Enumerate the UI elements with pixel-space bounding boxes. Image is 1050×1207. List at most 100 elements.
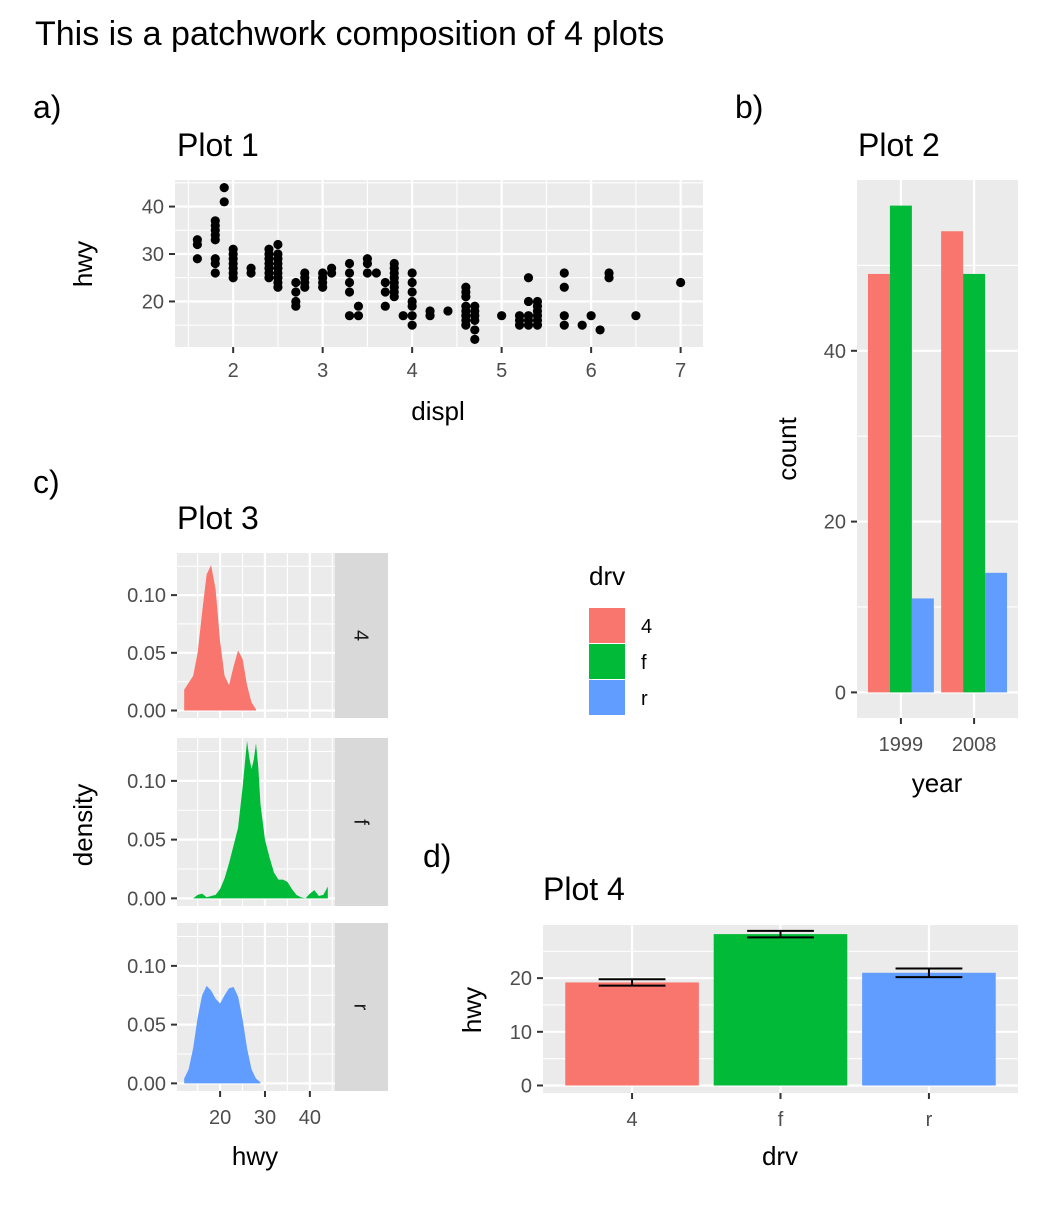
- plot-1-x-tick-label: 6: [586, 360, 597, 382]
- plot-1-point: [380, 287, 390, 297]
- plot-1-point: [344, 258, 355, 269]
- plot-2-x-tick-label: 2008: [952, 734, 997, 756]
- plot-1-x-tick-label: 2: [228, 360, 239, 382]
- plot-1-point: [559, 311, 569, 321]
- plot-1-tag: a): [33, 89, 61, 125]
- plot-3-density-area-f: [193, 740, 328, 899]
- plot-1-point: [264, 273, 274, 283]
- plot-1-point: [210, 268, 220, 278]
- plot-1-point: [219, 182, 229, 193]
- plot-1-point: [344, 311, 355, 321]
- plot-1-point: [380, 301, 390, 311]
- plot-4-bar-f: [713, 934, 848, 1086]
- plot-4-y-label: hwy: [457, 987, 487, 1033]
- plot-2-bar-4: [941, 231, 964, 693]
- plot-1-point: [407, 277, 417, 288]
- plot-1-point: [362, 268, 373, 278]
- plot-1-point: [219, 197, 229, 207]
- legend-label-4: 4: [641, 616, 652, 638]
- plot-2-x-label: year: [912, 768, 963, 798]
- plot-1-point: [353, 301, 364, 311]
- plot-1-y-tick-label: 40: [142, 197, 164, 219]
- plot-3-x-tick-label: 40: [299, 1107, 321, 1129]
- plot-4-title: Plot 4: [543, 871, 625, 907]
- plot-1-point: [407, 311, 417, 321]
- plot-4-y-tick-label: 10: [510, 1022, 532, 1044]
- plot-1-point: [210, 225, 220, 235]
- plot-1-point: [327, 268, 337, 278]
- plot-4-x-label: drv: [762, 1141, 798, 1171]
- plot-3-x-label: hwy: [232, 1141, 278, 1171]
- plot-1-point: [398, 311, 408, 321]
- plot-4: d) Plot 4 drv hwy 0 10 20 4 f r: [423, 838, 1018, 1171]
- plot-3-density-area-4: [184, 565, 256, 711]
- legend-key-r: [589, 680, 625, 715]
- plot-1-point: [470, 325, 480, 335]
- plot-1-point: [559, 320, 569, 330]
- plot-1-point: [344, 287, 355, 297]
- plot-2-y-tick-label: 20: [824, 512, 846, 534]
- plot-3-x-tick-label: 30: [254, 1107, 276, 1129]
- plot-1-point: [407, 268, 417, 278]
- plot-1-point: [497, 311, 507, 321]
- plot-1-y-tick-label: 30: [142, 244, 164, 266]
- plot-3-y-tick-label: 0.00: [127, 1073, 166, 1095]
- plot-3-y-tick-label: 0.10: [127, 585, 166, 607]
- plot-1-point: [470, 315, 480, 326]
- plot-3-strip: [335, 738, 388, 906]
- plot-4-bar-4: [565, 982, 699, 1086]
- plot-1: a) Plot 1 displ hwy 2 3 4 5 6 7 20 30 40: [33, 89, 703, 426]
- plot-3-y-tick-label: 0.00: [127, 888, 166, 910]
- plot-3-x-tick-label: 20: [209, 1107, 231, 1129]
- plot-1-point: [291, 287, 301, 297]
- plot-4-y-tick-label: 0: [521, 1075, 532, 1097]
- legend-key-4: [589, 608, 625, 643]
- plot-1-point: [559, 268, 569, 278]
- plot-1-point: [523, 296, 534, 307]
- plot-1-point: [461, 292, 471, 302]
- plot-1-point: [389, 292, 399, 302]
- plot-4-tag: d): [423, 838, 451, 874]
- plot-2-bar-4: [867, 273, 890, 693]
- plot-3-tag: c): [33, 464, 60, 500]
- plot-1-point: [514, 320, 525, 330]
- legend: drv 4 fr: [589, 561, 652, 715]
- plot-1-y-tick-label: 20: [142, 291, 164, 313]
- plot-1-point: [210, 216, 220, 226]
- plot-1-point: [595, 325, 605, 335]
- plot-1-x-label: displ: [411, 396, 464, 426]
- plot-1-point: [470, 334, 480, 345]
- plot-2-tag: b): [735, 89, 763, 125]
- plot-2-title: Plot 2: [858, 127, 940, 163]
- plot-1-point: [210, 258, 220, 269]
- plot-3: c) Plot 3 hwy density 4 0.00 0.05 0.10 f 0.00…: [33, 464, 388, 1171]
- plot-1-point: [300, 282, 310, 292]
- plot-1-point: [228, 273, 238, 283]
- plot-1-point: [344, 268, 355, 278]
- plot-3-strip-label: 4: [350, 630, 372, 641]
- plot-3-y-tick-label: 0.05: [127, 830, 166, 852]
- legend-label-f: f: [641, 652, 647, 674]
- plot-3-y-tick-label: 0.05: [127, 1015, 166, 1037]
- plot-3-y-tick-label: 0.10: [127, 956, 166, 978]
- plot-3-title: Plot 3: [177, 500, 259, 536]
- plot-1-point: [344, 277, 355, 288]
- plot-1-point: [559, 282, 569, 292]
- plot-1-title: Plot 1: [177, 127, 259, 163]
- plot-4-x-tick-label: f: [778, 1109, 784, 1131]
- plot-1-x-tick-label: 7: [675, 360, 686, 382]
- plot-1-point: [586, 311, 596, 321]
- plot-4-x-tick-label: r: [926, 1109, 933, 1131]
- plot-4-x-tick-label: 4: [627, 1109, 638, 1131]
- plot-1-point: [362, 258, 373, 269]
- plot-1-panel: [175, 180, 703, 347]
- plot-1-point: [380, 277, 390, 288]
- figure-title: This is a patchwork composition of 4 plo…: [35, 15, 664, 53]
- plot-3-y-tick-label: 0.00: [127, 701, 166, 723]
- plot-1-point: [577, 320, 587, 330]
- plot-1-point: [273, 239, 283, 250]
- plot-1-point: [192, 239, 202, 250]
- plot-2-bar-r: [911, 598, 934, 693]
- plot-3-y-tick-label: 0.05: [127, 643, 166, 665]
- plot-1-x-tick-label: 4: [407, 360, 418, 382]
